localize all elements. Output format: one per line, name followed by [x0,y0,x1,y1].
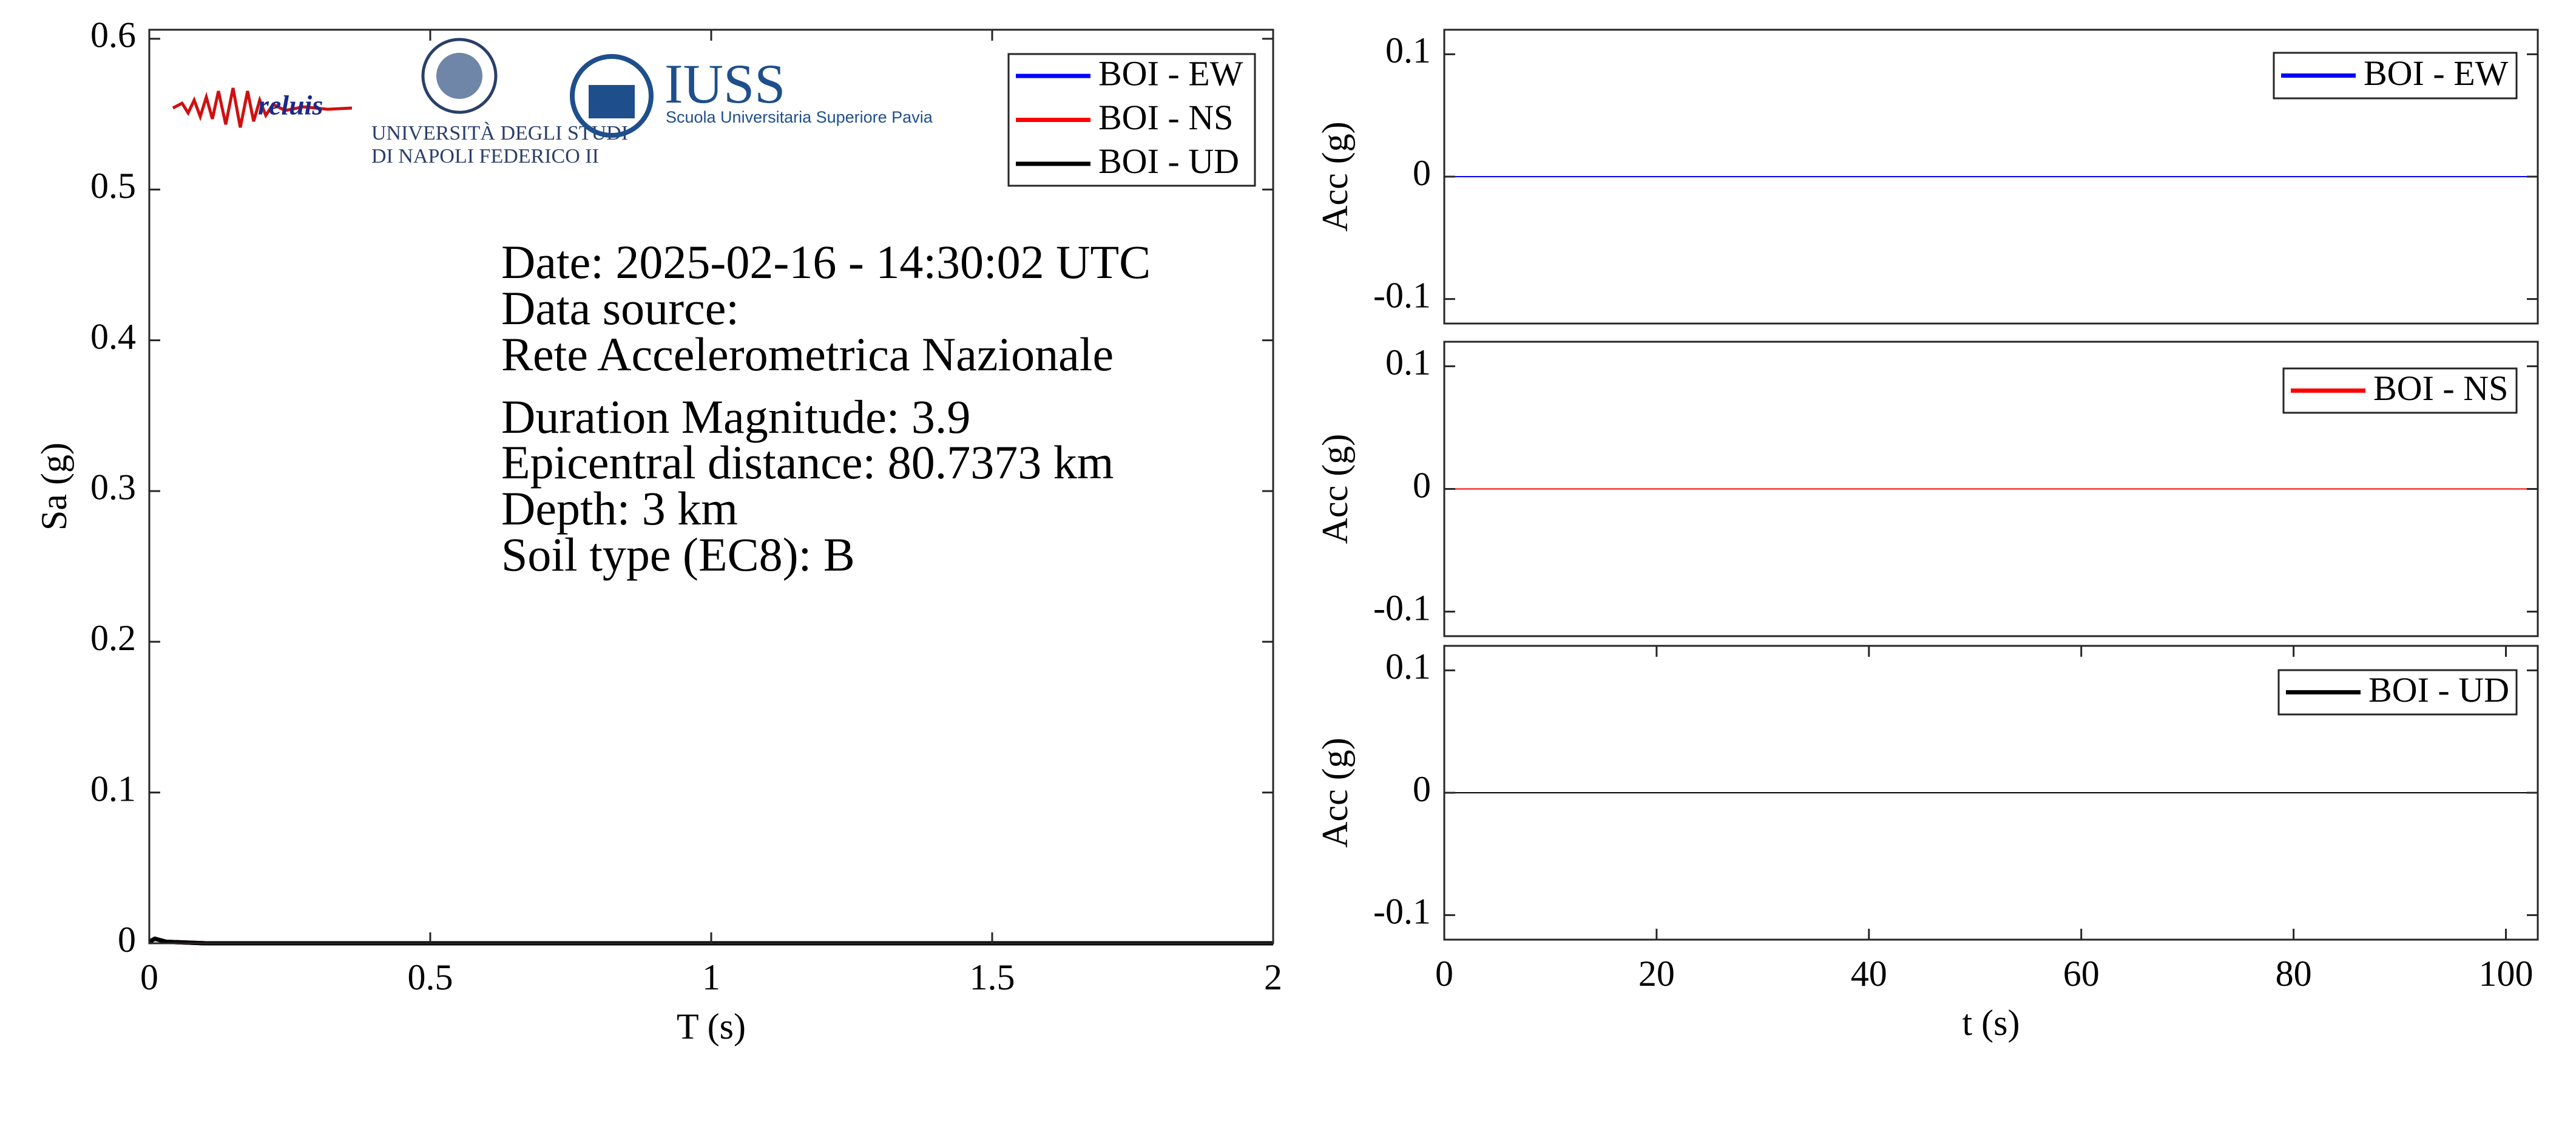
reluis-logo: reluis [258,90,323,121]
x-tick-label: 0.5 [408,957,453,997]
annotation: Rete Accelerometrica Nazionale [501,328,1114,381]
y-tick-label: 0.5 [90,166,136,206]
legend-label: BOI - UD [2368,670,2509,710]
x-tick-label: 80 [2276,954,2312,994]
legend-label: BOI - EW [2364,53,2509,93]
x-tick-label: 40 [1851,954,1887,994]
annotation: Date: 2025-02-16 - 14:30:02 UTC [501,236,1151,288]
annotation: Depth: 3 km [501,482,738,535]
y-axis-label: Acc (g) [1315,738,1355,848]
x-tick-label: 20 [1638,954,1675,994]
y-tick-label: 0.3 [90,467,136,507]
y-tick-label: 0.1 [90,768,136,809]
annotation: Soil type (EC8): B [501,528,855,581]
y-tick-label: 0 [118,920,136,960]
legend-label: BOI - UD [1098,141,1239,181]
x-tick-label: 2 [1264,957,1282,997]
iuss-logo: IUSS [664,53,785,115]
y-tick-label: 0.4 [90,316,136,356]
unina-logo: UNIVERSITÀ DEGLI STUDI [371,122,628,144]
y-axis-label: Acc (g) [1315,121,1355,232]
x-tick-label: 60 [2063,954,2100,994]
y-tick-label: -0.1 [1373,891,1431,931]
iuss-subtitle: Scuola Universitaria Superiore Pavia [666,108,933,126]
legend-box [2273,52,2518,100]
y-tick-label: -0.1 [1373,275,1431,315]
legend: BOI - UD [2277,669,2518,716]
y-tick-label: 0 [1413,153,1431,193]
x-tick-label: 100 [2479,954,2534,994]
unina-logo: DI NAPOLI FEDERICO II [371,145,599,168]
x-axis-label: T (s) [677,1006,746,1046]
y-tick-label: -0.1 [1373,588,1431,628]
logos: reluis UNIVERSITÀ DEGLI STUDI DI NAPOLI … [172,38,933,168]
y-tick-label: 0 [1413,465,1431,505]
y-axis-label: Acc (g) [1315,434,1355,544]
y-tick-label: 0.6 [90,15,136,55]
x-tick-label: 0 [140,957,158,997]
y-tick-label: 0.1 [1385,342,1431,382]
legend: BOI - NS [2282,367,2518,414]
y-tick-label: 0 [1413,769,1431,809]
iuss-emblem-building [589,85,635,118]
legend-label: BOI - NS [2373,368,2508,408]
unina-seal [421,38,498,114]
axes: -0.1 0 0.1 Acc (g) BOI - NS [1315,341,2539,637]
legend: BOI - EW BOI - NS BOI - UD [1007,53,1256,187]
x-tick-label: 1.5 [970,957,1015,997]
seismogram-logo [172,87,353,128]
axes: 0 0.1 0.2 0.3 0.4 0.5 0.6 0 0.5 1 1.5 2 T (s) Sa (g) D… [34,15,1282,1046]
legend-label: BOI - EW [1098,53,1243,93]
annotation: Data source: [501,282,739,334]
iuss-emblem [570,54,654,138]
y-axis-label: Sa (g) [34,443,74,531]
axes: -0.1 0 0.1 Acc (g) BOI - EW [1315,29,2539,325]
y-tick-label: 0.1 [1385,30,1431,70]
legend: BOI - EW [2273,52,2518,100]
legend-label: BOI - NS [1098,98,1233,137]
x-axis-label: t (s) [1962,1003,2020,1043]
annotation: Duration Magnitude: 3.9 [501,390,970,443]
x-tick-label: 1 [702,957,720,997]
x-tick-label: 0 [1435,954,1453,994]
y-tick-label: 0.1 [1385,646,1431,687]
annotation: Epicentral distance: 80.7373 km [501,436,1114,489]
y-tick-label: 0.2 [90,618,136,658]
unina-seal-inner [436,53,482,99]
